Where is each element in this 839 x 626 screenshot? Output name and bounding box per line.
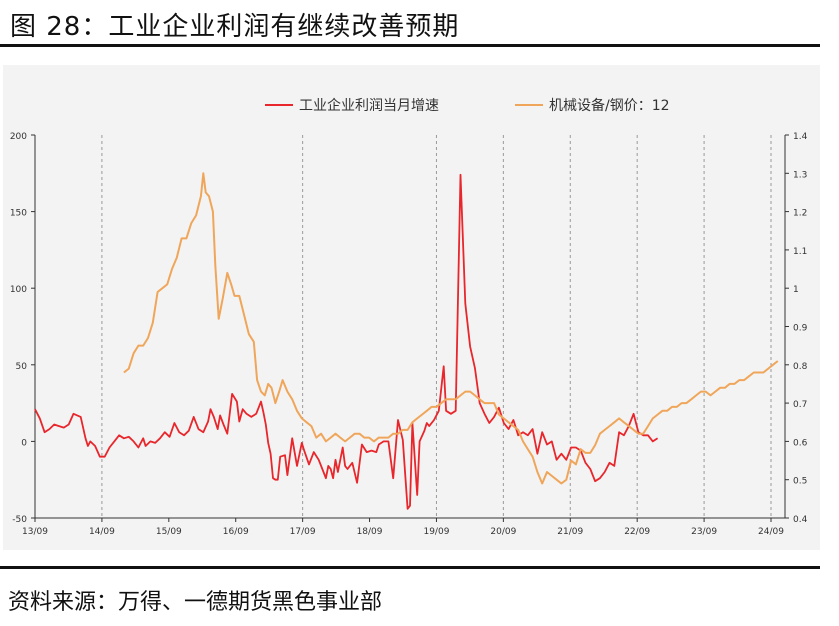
- left-tick-label: 0: [21, 438, 27, 448]
- x-tick-label: 24/09: [758, 527, 784, 537]
- x-tick-label: 23/09: [691, 527, 717, 537]
- left-axis-ticks: 200 150 100 50 0 -50: [10, 132, 35, 525]
- left-tick-label: -50: [12, 515, 27, 525]
- right-tick-label: 0.5: [793, 477, 807, 487]
- x-axis-ticks: 13/09 14/09 15/09 16/09 17/09 18/09 19/09 20/09…: [22, 518, 784, 537]
- source-note: 资料来源：万得、一德期货黑色事业部: [8, 590, 383, 615]
- x-tick-label: 22/09: [624, 527, 650, 537]
- left-tick-label: 200: [10, 132, 27, 142]
- x-tick-label: 17/09: [290, 527, 316, 537]
- legend: 工业企业利润当月增速 机械设备/钢价：12: [265, 97, 670, 114]
- right-tick-label: 0.9: [793, 324, 808, 334]
- right-tick-label: 1.1: [793, 247, 807, 257]
- x-tick-label: 15/09: [156, 527, 182, 537]
- series-line-ratio: [123, 172, 779, 485]
- right-tick-label: 0.4: [793, 515, 808, 525]
- x-tick-label: 19/09: [423, 527, 449, 537]
- x-tick-label: 18/09: [357, 527, 383, 537]
- right-tick-label: 1.2: [793, 209, 807, 219]
- series-layer: [34, 172, 779, 510]
- series-line-profit: [34, 173, 659, 510]
- legend-label-ratio: 机械设备/钢价：12: [549, 97, 670, 114]
- left-tick-label: 50: [16, 362, 28, 372]
- x-tick-label: 20/09: [490, 527, 516, 537]
- x-tick-label: 14/09: [89, 527, 115, 537]
- chart-svg: 200 150 100 50 0 -50 1.4 1.3 1.2 1.1 1 0.9 0.8 0.7 0.…: [3, 65, 820, 550]
- right-tick-label: 0.8: [793, 362, 808, 372]
- legend-label-profit: 工业企业利润当月增速: [299, 97, 439, 114]
- vertical-guides: [101, 135, 772, 518]
- right-tick-label: 1.3: [793, 170, 807, 180]
- chart-panel: 200 150 100 50 0 -50 1.4 1.3 1.2 1.1 1 0.9 0.8 0.7 0.…: [3, 65, 820, 550]
- left-tick-label: 150: [10, 209, 27, 219]
- x-tick-label: 21/09: [557, 527, 583, 537]
- left-tick-label: 100: [10, 285, 27, 295]
- right-tick-label: 0.6: [793, 438, 808, 448]
- x-tick-label: 13/09: [22, 527, 48, 537]
- right-tick-label: 1: [793, 285, 799, 295]
- x-tick-label: 16/09: [223, 527, 249, 537]
- right-axis-ticks: 1.4 1.3 1.2 1.1 1 0.9 0.8 0.7 0.6 0.5 0.4: [785, 132, 808, 525]
- source-rule: [0, 566, 820, 569]
- title-rule: [0, 44, 820, 47]
- right-tick-label: 1.4: [793, 132, 808, 142]
- right-tick-label: 0.7: [793, 400, 807, 410]
- figure-title: 图 28：工业企业利润有继续改善预期: [10, 12, 460, 42]
